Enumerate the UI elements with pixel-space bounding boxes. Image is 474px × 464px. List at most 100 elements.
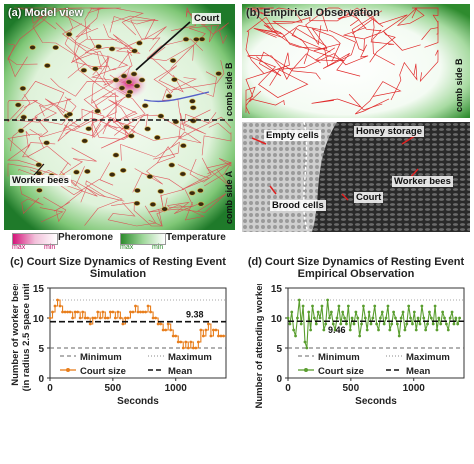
worker-bee bbox=[169, 58, 177, 64]
chart-d-data-point bbox=[399, 316, 403, 320]
foraging-trail bbox=[132, 172, 185, 213]
chart-c-data-point bbox=[201, 334, 205, 338]
chart-d-legend-mean-label: Mean bbox=[406, 366, 430, 377]
foraging-trail bbox=[146, 38, 204, 62]
chart-d-data-point bbox=[407, 304, 411, 308]
worker-bee bbox=[188, 190, 196, 196]
chart-c-data-point bbox=[161, 328, 165, 332]
chart-c-y-axis-label: Number of worker bees bbox=[10, 284, 21, 386]
foraging-trail bbox=[257, 10, 329, 38]
worker-bee bbox=[136, 40, 143, 46]
foraging-trail bbox=[18, 7, 93, 70]
chart-d-x-tick-label: 0 bbox=[285, 383, 291, 394]
chart-d-x-tick-label: 1000 bbox=[403, 383, 426, 394]
chart-d: 0 5 10 15 0 500 1000 9.46 Minimum Maximum Court si… bbox=[254, 284, 465, 408]
chart-d-data-point bbox=[365, 328, 369, 332]
chart-d-data-point bbox=[348, 328, 352, 332]
worker-bee bbox=[180, 143, 187, 149]
chart-d-data-point bbox=[443, 316, 446, 320]
worker-bees-label: Worker bees bbox=[10, 175, 71, 186]
chart-c-data-point bbox=[217, 334, 220, 338]
foraging-trail bbox=[39, 196, 67, 223]
worker-bee bbox=[131, 48, 138, 54]
chart-d-data-point bbox=[409, 316, 412, 320]
chart-d-data-point bbox=[352, 322, 356, 326]
chart-d-data-point bbox=[316, 310, 320, 314]
foraging-trail bbox=[134, 146, 176, 185]
foraging-trail bbox=[247, 55, 309, 98]
chart-d-y-tick-label: 5 bbox=[276, 344, 282, 355]
worker-bee bbox=[108, 46, 116, 52]
chart-d-data-point bbox=[335, 316, 339, 320]
foraging-trail bbox=[350, 9, 395, 66]
foraging-trail bbox=[153, 65, 184, 94]
chart-d-data-point bbox=[358, 334, 362, 338]
chart-d-data-point bbox=[382, 322, 386, 326]
chart-d-data-point bbox=[416, 316, 420, 320]
model-view-label: (a) Model view bbox=[8, 7, 84, 19]
foraging-trail bbox=[171, 6, 208, 31]
chart-c-data-point bbox=[169, 328, 173, 332]
chart-d-data-point bbox=[307, 310, 311, 314]
court-photo-label: Court bbox=[354, 192, 384, 203]
chart-c-data-point bbox=[191, 346, 195, 350]
worker-bees-photo-label: Worker bees bbox=[392, 176, 453, 187]
chart-c-data-point bbox=[56, 298, 59, 302]
chart-c-data-point bbox=[204, 328, 208, 332]
foraging-trail bbox=[248, 53, 321, 80]
chart-d-data-point bbox=[448, 316, 452, 320]
foraging-trail bbox=[177, 157, 212, 190]
worker-bee bbox=[66, 111, 74, 117]
chart-d-legend-court-label: Court size bbox=[318, 366, 364, 377]
chart-c-data-point bbox=[141, 310, 145, 314]
chart-c-mean-value-label: 9.38 bbox=[186, 310, 204, 320]
chart-d-data-point bbox=[309, 328, 313, 332]
chart-d-data-point bbox=[362, 304, 365, 308]
worker-bee bbox=[198, 36, 206, 42]
chart-d-y-tick-label: 0 bbox=[276, 374, 282, 385]
chart-d-plot-area bbox=[287, 287, 465, 379]
chart-c-data-point bbox=[68, 310, 72, 314]
worker-bee bbox=[215, 71, 222, 77]
temperature-label: Temperature bbox=[166, 232, 226, 243]
chart-c-data-point bbox=[58, 304, 62, 308]
chart-d-data-point bbox=[445, 322, 448, 326]
chart-d-title: (d) Court Size Dynamics of Resting Event… bbox=[238, 256, 474, 280]
foraging-trail bbox=[311, 94, 383, 111]
chart-d-data-point bbox=[390, 322, 394, 326]
chart-d-data-point bbox=[367, 310, 371, 314]
chart-d-data-point bbox=[345, 322, 348, 326]
worker-bee bbox=[118, 85, 126, 91]
chart-c-data-point bbox=[146, 304, 150, 308]
worker-bee bbox=[171, 77, 178, 83]
chart-c-data-point bbox=[78, 316, 82, 320]
pheromone-label: Pheromone bbox=[58, 232, 114, 243]
foraging-trail bbox=[170, 116, 232, 148]
foraging-trail bbox=[7, 131, 43, 168]
chart-d-data-point bbox=[386, 304, 390, 308]
chart-d-y-tick-label: 15 bbox=[271, 284, 283, 295]
chart-d-data-point bbox=[294, 334, 297, 338]
foraging-trail bbox=[111, 15, 161, 52]
worker-bee bbox=[141, 103, 149, 109]
comb-photo-panel: Empty cells Honey storage Worker bees Co… bbox=[242, 122, 470, 232]
foraging-trail bbox=[354, 81, 402, 115]
foraging-trail bbox=[245, 16, 278, 74]
chart-c-data-point bbox=[186, 346, 190, 350]
foraging-trail bbox=[57, 117, 118, 142]
chart-d-data-point bbox=[435, 328, 439, 332]
empirical-trails-panel: (b) Empirical Observation comb side B bbox=[242, 4, 470, 118]
foraging-trail bbox=[7, 99, 38, 123]
chart-c-data-point bbox=[181, 346, 185, 350]
chart-d-data-point bbox=[441, 310, 445, 314]
chart-d-data-point bbox=[328, 316, 331, 320]
chart-c-data-point bbox=[108, 310, 112, 314]
foraging-trail bbox=[245, 98, 285, 115]
foraging-trail bbox=[276, 44, 369, 70]
worker-bee bbox=[35, 162, 43, 168]
chart-d-data-point bbox=[318, 316, 322, 320]
foraging-trail bbox=[170, 24, 220, 69]
worker-bee bbox=[125, 93, 132, 99]
chart-c-y-tick-label: 15 bbox=[33, 284, 45, 295]
chart-d-title-line2: Empirical Observation bbox=[297, 268, 415, 280]
